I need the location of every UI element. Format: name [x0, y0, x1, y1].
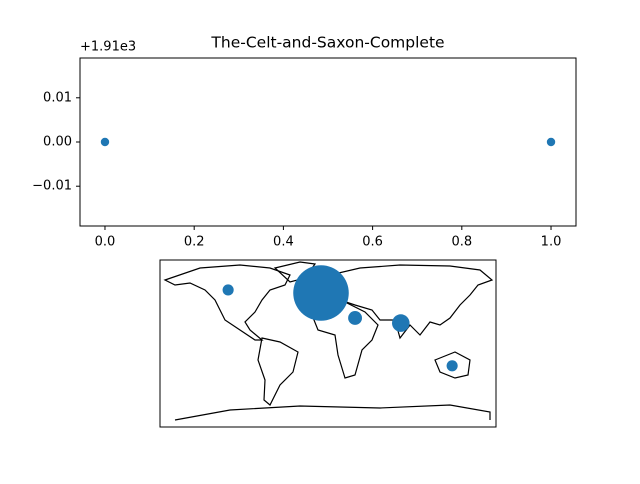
x-tick-label: 0.0 — [95, 235, 116, 250]
coastline — [257, 337, 299, 406]
point — [100, 137, 110, 147]
bubble — [293, 265, 349, 321]
y-offset-label: +1.91e3 — [80, 40, 136, 55]
bubble — [446, 360, 458, 372]
x-tick-label: 0.2 — [184, 235, 205, 250]
coastline — [316, 264, 494, 340]
y-tick-label: 0.00 — [43, 135, 72, 150]
x-tick-label: 0.8 — [451, 235, 472, 250]
chart-title: The-Celt-and-Saxon-Complete — [210, 34, 444, 52]
coastline — [174, 404, 491, 421]
bubble — [222, 284, 234, 296]
bubble — [348, 311, 363, 325]
x-tick-label: 0.4 — [273, 235, 294, 250]
y-tick-label: 0.01 — [43, 90, 72, 105]
x-tick-label: 0.6 — [362, 235, 383, 250]
point — [546, 137, 556, 147]
coastline — [163, 264, 291, 341]
bubble — [392, 314, 410, 332]
x-tick-label: 1.0 — [541, 235, 562, 250]
coastline — [434, 351, 471, 379]
coastline — [311, 301, 379, 379]
map — [159, 259, 497, 428]
y-tick-label: −0.01 — [32, 179, 72, 194]
